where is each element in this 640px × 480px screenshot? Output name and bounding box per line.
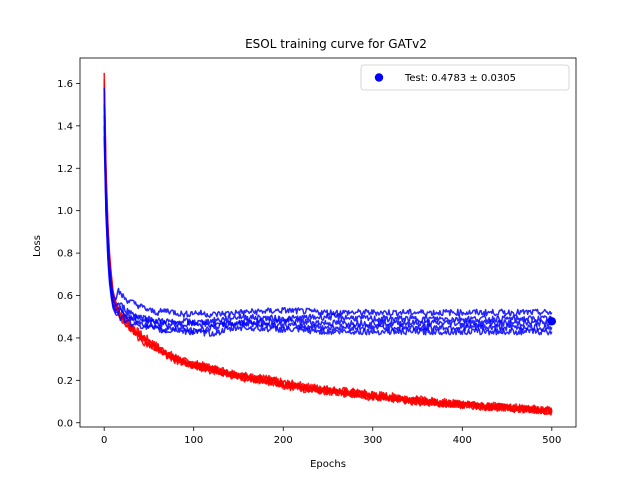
legend-marker — [374, 73, 384, 82]
x-tick-label: 0 — [101, 435, 107, 446]
y-tick-label: 0.8 — [57, 249, 73, 260]
chart-title: ESOL training curve for GATv2 — [245, 37, 427, 51]
test-mean-point — [547, 317, 557, 326]
train-curve-4 — [103, 94, 553, 416]
test-curve-7 — [103, 115, 553, 329]
y-tick-label: 0.4 — [57, 333, 73, 344]
x-tick-label: 400 — [453, 435, 472, 446]
y-axis-label: Loss — [32, 235, 43, 257]
x-tick-label: 100 — [184, 435, 203, 446]
axes: 0 100 200 300 400 500 0.0 0.2 0.4 0.6 0.8 1.0 1.2 1.4… — [57, 57, 577, 446]
x-axis-label: Epochs — [310, 459, 346, 470]
legend-box — [360, 64, 570, 91]
test-curve-9 — [103, 136, 553, 337]
x-tick-label: 500 — [542, 435, 561, 446]
y-tick-label: 1.0 — [57, 206, 73, 217]
y-tick-label: 0.0 — [57, 418, 73, 429]
plot-area — [103, 72, 557, 416]
y-tick-label: 1.6 — [57, 79, 73, 90]
x-tick-label: 300 — [363, 435, 382, 446]
legend-label: Test: 0.4783 ± 0.0305 — [404, 73, 516, 84]
axes-frame — [79, 57, 577, 428]
y-tick-label: 0.6 — [57, 291, 73, 302]
test-curve-8 — [103, 125, 553, 336]
x-tick-label: 200 — [274, 435, 293, 446]
legend: Test: 0.4783 ± 0.0305 — [360, 64, 570, 91]
y-tick-label: 1.2 — [57, 164, 73, 175]
y-tick-label: 1.4 — [57, 121, 73, 132]
y-tick-label: 0.2 — [57, 376, 73, 387]
